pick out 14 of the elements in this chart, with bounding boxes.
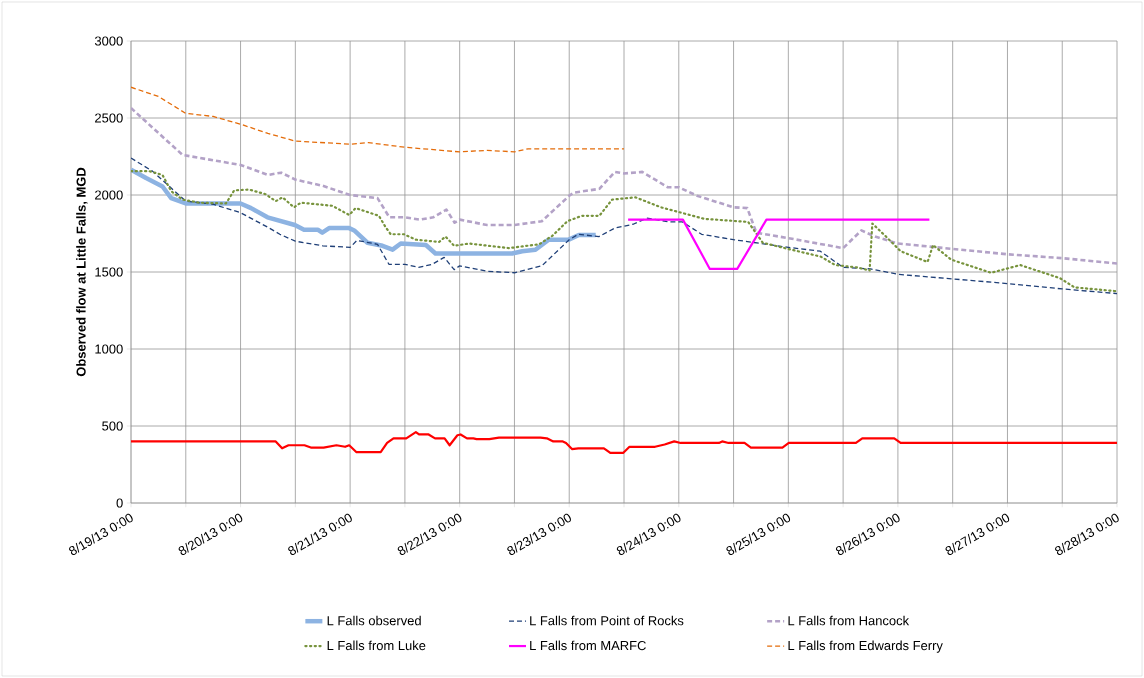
legend-label: L Falls observed bbox=[327, 615, 421, 626]
y-tick-label: 1500 bbox=[95, 267, 123, 277]
y-tick-label: 0 bbox=[116, 498, 123, 508]
y-tick-label: 1000 bbox=[95, 344, 123, 354]
y-tick-label: 2000 bbox=[95, 190, 123, 200]
legend-label: L Falls from Luke bbox=[327, 640, 426, 651]
y-tick-label: 2500 bbox=[95, 113, 123, 123]
y-tick-label: 3000 bbox=[94, 36, 123, 46]
y-axis-title: Observed flow at Little Falls, MGD bbox=[76, 167, 88, 377]
y-tick-label: 500 bbox=[102, 421, 123, 431]
legend-label: L Falls from Point of Rocks bbox=[530, 615, 684, 626]
legend-label: L Falls from Edwards Ferry bbox=[788, 640, 943, 653]
legend-label: L Falls from MARFC bbox=[530, 640, 646, 651]
legend-label: L Falls from Hancock bbox=[788, 615, 910, 626]
